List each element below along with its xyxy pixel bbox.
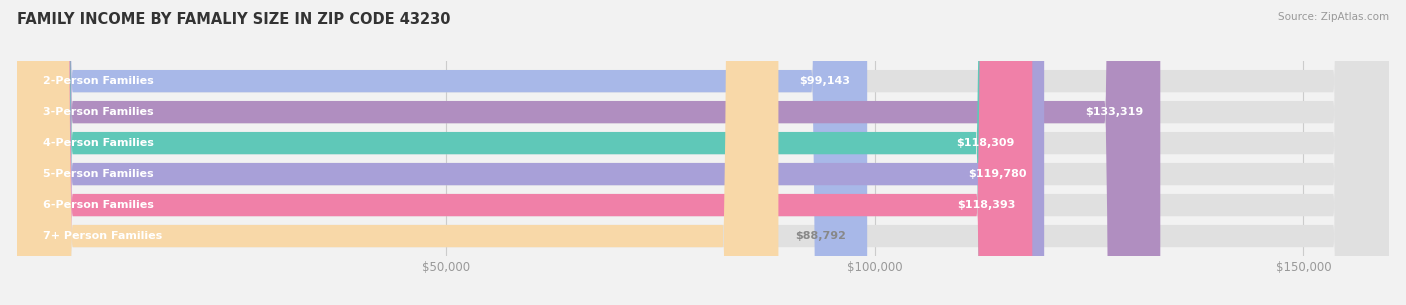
Text: $119,780: $119,780 [969, 169, 1026, 179]
Text: 7+ Person Families: 7+ Person Families [42, 231, 162, 241]
FancyBboxPatch shape [17, 0, 1032, 305]
FancyBboxPatch shape [17, 0, 1160, 305]
Text: 3-Person Families: 3-Person Families [42, 107, 153, 117]
Text: $118,393: $118,393 [956, 200, 1015, 210]
FancyBboxPatch shape [17, 0, 1389, 305]
Text: 6-Person Families: 6-Person Families [42, 200, 153, 210]
Text: 4-Person Families: 4-Person Families [42, 138, 153, 148]
Text: $99,143: $99,143 [799, 76, 851, 86]
FancyBboxPatch shape [17, 0, 1389, 305]
Text: Source: ZipAtlas.com: Source: ZipAtlas.com [1278, 12, 1389, 22]
Text: 2-Person Families: 2-Person Families [42, 76, 153, 86]
Text: 5-Person Families: 5-Person Families [42, 169, 153, 179]
Text: $133,319: $133,319 [1085, 107, 1143, 117]
FancyBboxPatch shape [17, 0, 1045, 305]
Text: $118,309: $118,309 [956, 138, 1014, 148]
FancyBboxPatch shape [17, 0, 1389, 305]
Text: $88,792: $88,792 [796, 231, 846, 241]
Text: FAMILY INCOME BY FAMALIY SIZE IN ZIP CODE 43230: FAMILY INCOME BY FAMALIY SIZE IN ZIP COD… [17, 12, 450, 27]
FancyBboxPatch shape [17, 0, 1389, 305]
FancyBboxPatch shape [17, 0, 1389, 305]
FancyBboxPatch shape [17, 0, 1032, 305]
FancyBboxPatch shape [17, 0, 779, 305]
FancyBboxPatch shape [17, 0, 868, 305]
FancyBboxPatch shape [17, 0, 1389, 305]
